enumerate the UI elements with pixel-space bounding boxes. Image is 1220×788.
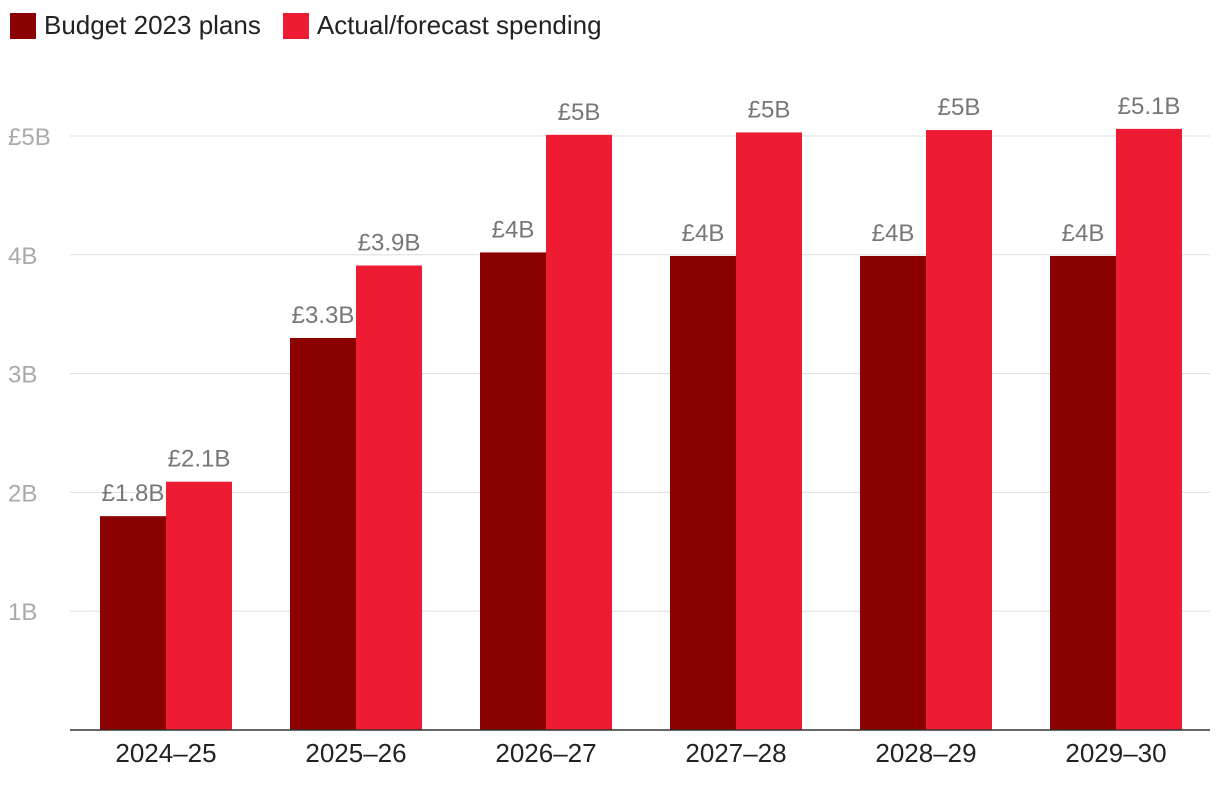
y-tick-label: £5B [8, 124, 51, 151]
bar [926, 130, 992, 730]
data-label: £5B [748, 96, 791, 123]
legend-item-budget: Budget 2023 plans [10, 10, 261, 41]
legend-swatch-actual [282, 12, 309, 39]
bar [1050, 255, 1116, 730]
legend-item-actual: Actual/forecast spending [282, 10, 602, 41]
data-label: £2.1B [168, 446, 231, 473]
data-label: £3.3B [292, 302, 355, 329]
data-label: £5B [558, 99, 601, 126]
bar [480, 252, 546, 730]
x-tick-label: 2027–28 [685, 738, 786, 768]
data-label: £4B [492, 216, 535, 243]
bar [100, 516, 166, 730]
y-tick-label: 1B [8, 599, 37, 626]
bar [290, 337, 356, 730]
data-label: £4B [682, 220, 725, 247]
bar [670, 255, 736, 730]
data-label: £3.9B [358, 229, 421, 256]
bar [166, 481, 232, 730]
x-tick-label: 2024–25 [115, 738, 216, 768]
legend-label-budget: Budget 2023 plans [44, 10, 261, 40]
data-label: £4B [872, 220, 915, 247]
bar [860, 255, 926, 730]
legend: Budget 2023 plans Actual/forecast spendi… [10, 10, 602, 41]
x-tick-label: 2026–27 [495, 738, 596, 768]
x-tick-label: 2028–29 [875, 738, 976, 768]
data-label: £1.8B [102, 480, 165, 507]
data-label: £4B [1062, 220, 1105, 247]
bar [356, 265, 422, 730]
bar [546, 134, 612, 730]
x-tick-label: 2025–26 [305, 738, 406, 768]
legend-label-actual: Actual/forecast spending [316, 10, 602, 40]
bar [736, 132, 802, 730]
bar [1116, 128, 1182, 730]
data-label: £5B [938, 94, 981, 121]
x-tick-label: 2029–30 [1065, 738, 1166, 768]
y-tick-label: 4B [8, 243, 37, 270]
data-label: £5.1B [1118, 93, 1181, 120]
y-tick-label: 2B [8, 480, 37, 507]
legend-swatch-budget [10, 12, 36, 39]
y-tick-label: 3B [8, 362, 37, 389]
